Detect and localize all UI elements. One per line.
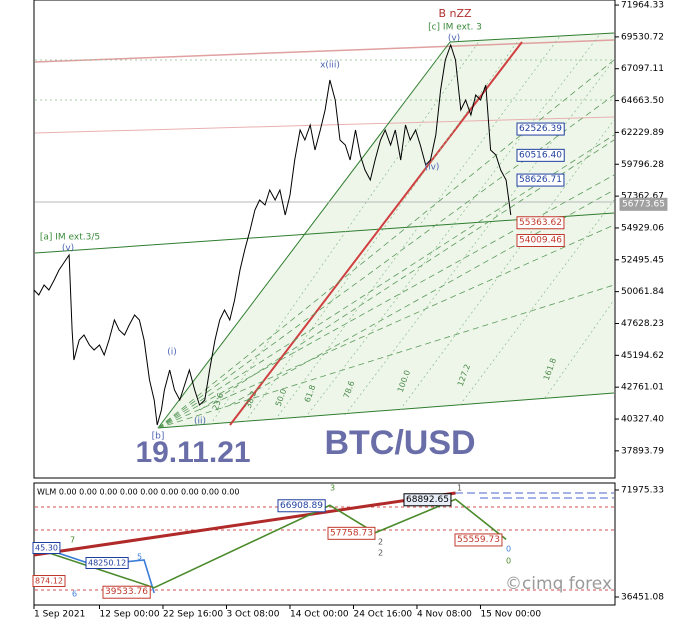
annotation: (ii)	[194, 417, 206, 427]
price-label: 54009.46	[519, 235, 562, 245]
y-tick-label: 69530.72	[621, 32, 664, 42]
annotation: 19.11.21	[135, 436, 250, 469]
label-box	[327, 526, 376, 540]
price-label: 58626.71	[519, 175, 562, 185]
annotation: BTC/USD	[324, 424, 475, 462]
indicator-line	[33, 491, 456, 557]
vertex-label: 68892.65	[406, 495, 449, 505]
indicator-annotation: 5	[137, 553, 142, 562]
label-box	[516, 122, 565, 136]
price-label: 55363.62	[519, 218, 562, 228]
x-tick-label: 15 Nov 00:00	[480, 610, 541, 620]
label-box	[516, 173, 565, 187]
label-box	[32, 542, 61, 554]
vertex-label: 57758.73	[330, 528, 373, 538]
indicator-annotation: 2	[378, 549, 383, 558]
annotation: x(iii)	[320, 61, 340, 71]
indicator-annotation: 0	[506, 557, 511, 566]
price-label: 62526.39	[519, 124, 562, 134]
indicator-annotation: 3	[330, 484, 335, 493]
x-tick-label: 4 Nov 08:00	[417, 610, 472, 620]
annotation: (v)	[448, 34, 460, 44]
annotation: ©cimq forex	[505, 574, 612, 594]
label-box	[619, 197, 668, 211]
y-tick-label: 71964.33	[621, 1, 664, 11]
label-box	[277, 499, 326, 513]
label-box	[516, 216, 565, 230]
label-box	[516, 233, 565, 247]
price-line	[33, 43, 512, 426]
y-tick-label: 40327.40	[621, 415, 664, 425]
y-tick-label: 71975.33	[621, 485, 664, 495]
x-tick-label: 1 Sep 2021	[34, 610, 85, 620]
y-tick-label: 57362.67	[621, 192, 664, 202]
y-tick-label: 45194.62	[621, 351, 664, 361]
vertex-label: 55559.73	[457, 535, 500, 545]
y-tick-label: 36451.08	[621, 592, 664, 602]
indicator-annotation: 1	[457, 484, 462, 493]
y-tick-label: 59796.28	[621, 160, 664, 170]
label-box	[403, 493, 452, 507]
y-tick-label: 62229.89	[621, 128, 664, 138]
y-tick-label: 47628.23	[621, 319, 664, 329]
indicator-line	[33, 498, 507, 589]
y-tick-label: 50061.84	[621, 287, 664, 297]
price-label: 60516.40	[519, 150, 562, 160]
annotation: (v)	[62, 244, 74, 254]
label-box	[516, 148, 565, 162]
annotation: (i)	[167, 348, 177, 358]
annotation: B nZZ	[438, 7, 472, 20]
y-tick-label: 54929.06	[621, 223, 664, 233]
x-tick-label: 3 Oct 08:00	[226, 610, 279, 620]
vertex-label: 66908.89	[280, 501, 323, 511]
indicator-annotation: 2	[378, 538, 383, 547]
y-tick-label: 67097.11	[621, 64, 664, 74]
x-tick-label: 24 Oct 16:00	[353, 610, 412, 620]
y-tick-label: 64663.50	[621, 96, 664, 106]
y-tick-label: 37893.79	[621, 446, 664, 456]
label-box	[454, 533, 503, 547]
x-tick-label: 14 Oct 00:00	[290, 610, 349, 620]
annotation: [a] IM ext.3/5	[40, 233, 100, 243]
label-box	[85, 557, 129, 569]
indicator-title: WLM 0.00 0.00 0.00 0.00 0.00 0.00 0.00 0…	[37, 488, 239, 497]
last-price-label: 56773.65	[622, 199, 665, 209]
indicator-annotation: 0	[506, 545, 511, 554]
indicator-annotation: 874.12	[35, 577, 63, 586]
x-tick-label: 12 Sep 00:00	[99, 610, 159, 620]
annotation: (iv)	[425, 163, 440, 173]
y-tick-label: 42761.01	[621, 383, 664, 393]
y-tick-label: 52495.45	[621, 255, 664, 265]
indicator-annotation: 48250.12	[88, 559, 126, 568]
label-box	[32, 575, 66, 587]
fib-channel	[34, 32, 615, 429]
main-frame	[33, 0, 616, 479]
annotation: [b]	[152, 432, 165, 442]
x-tick-label: 22 Sep 16:00	[163, 610, 223, 620]
indicator-annotation: 6	[72, 590, 77, 599]
indicator-annotation: 7	[70, 536, 75, 545]
vertex-label: 39533.76	[105, 587, 148, 597]
annotation: [c] IM ext. 3	[428, 23, 482, 33]
label-box	[102, 585, 151, 599]
indicator-annotation: 45.30	[35, 544, 58, 553]
